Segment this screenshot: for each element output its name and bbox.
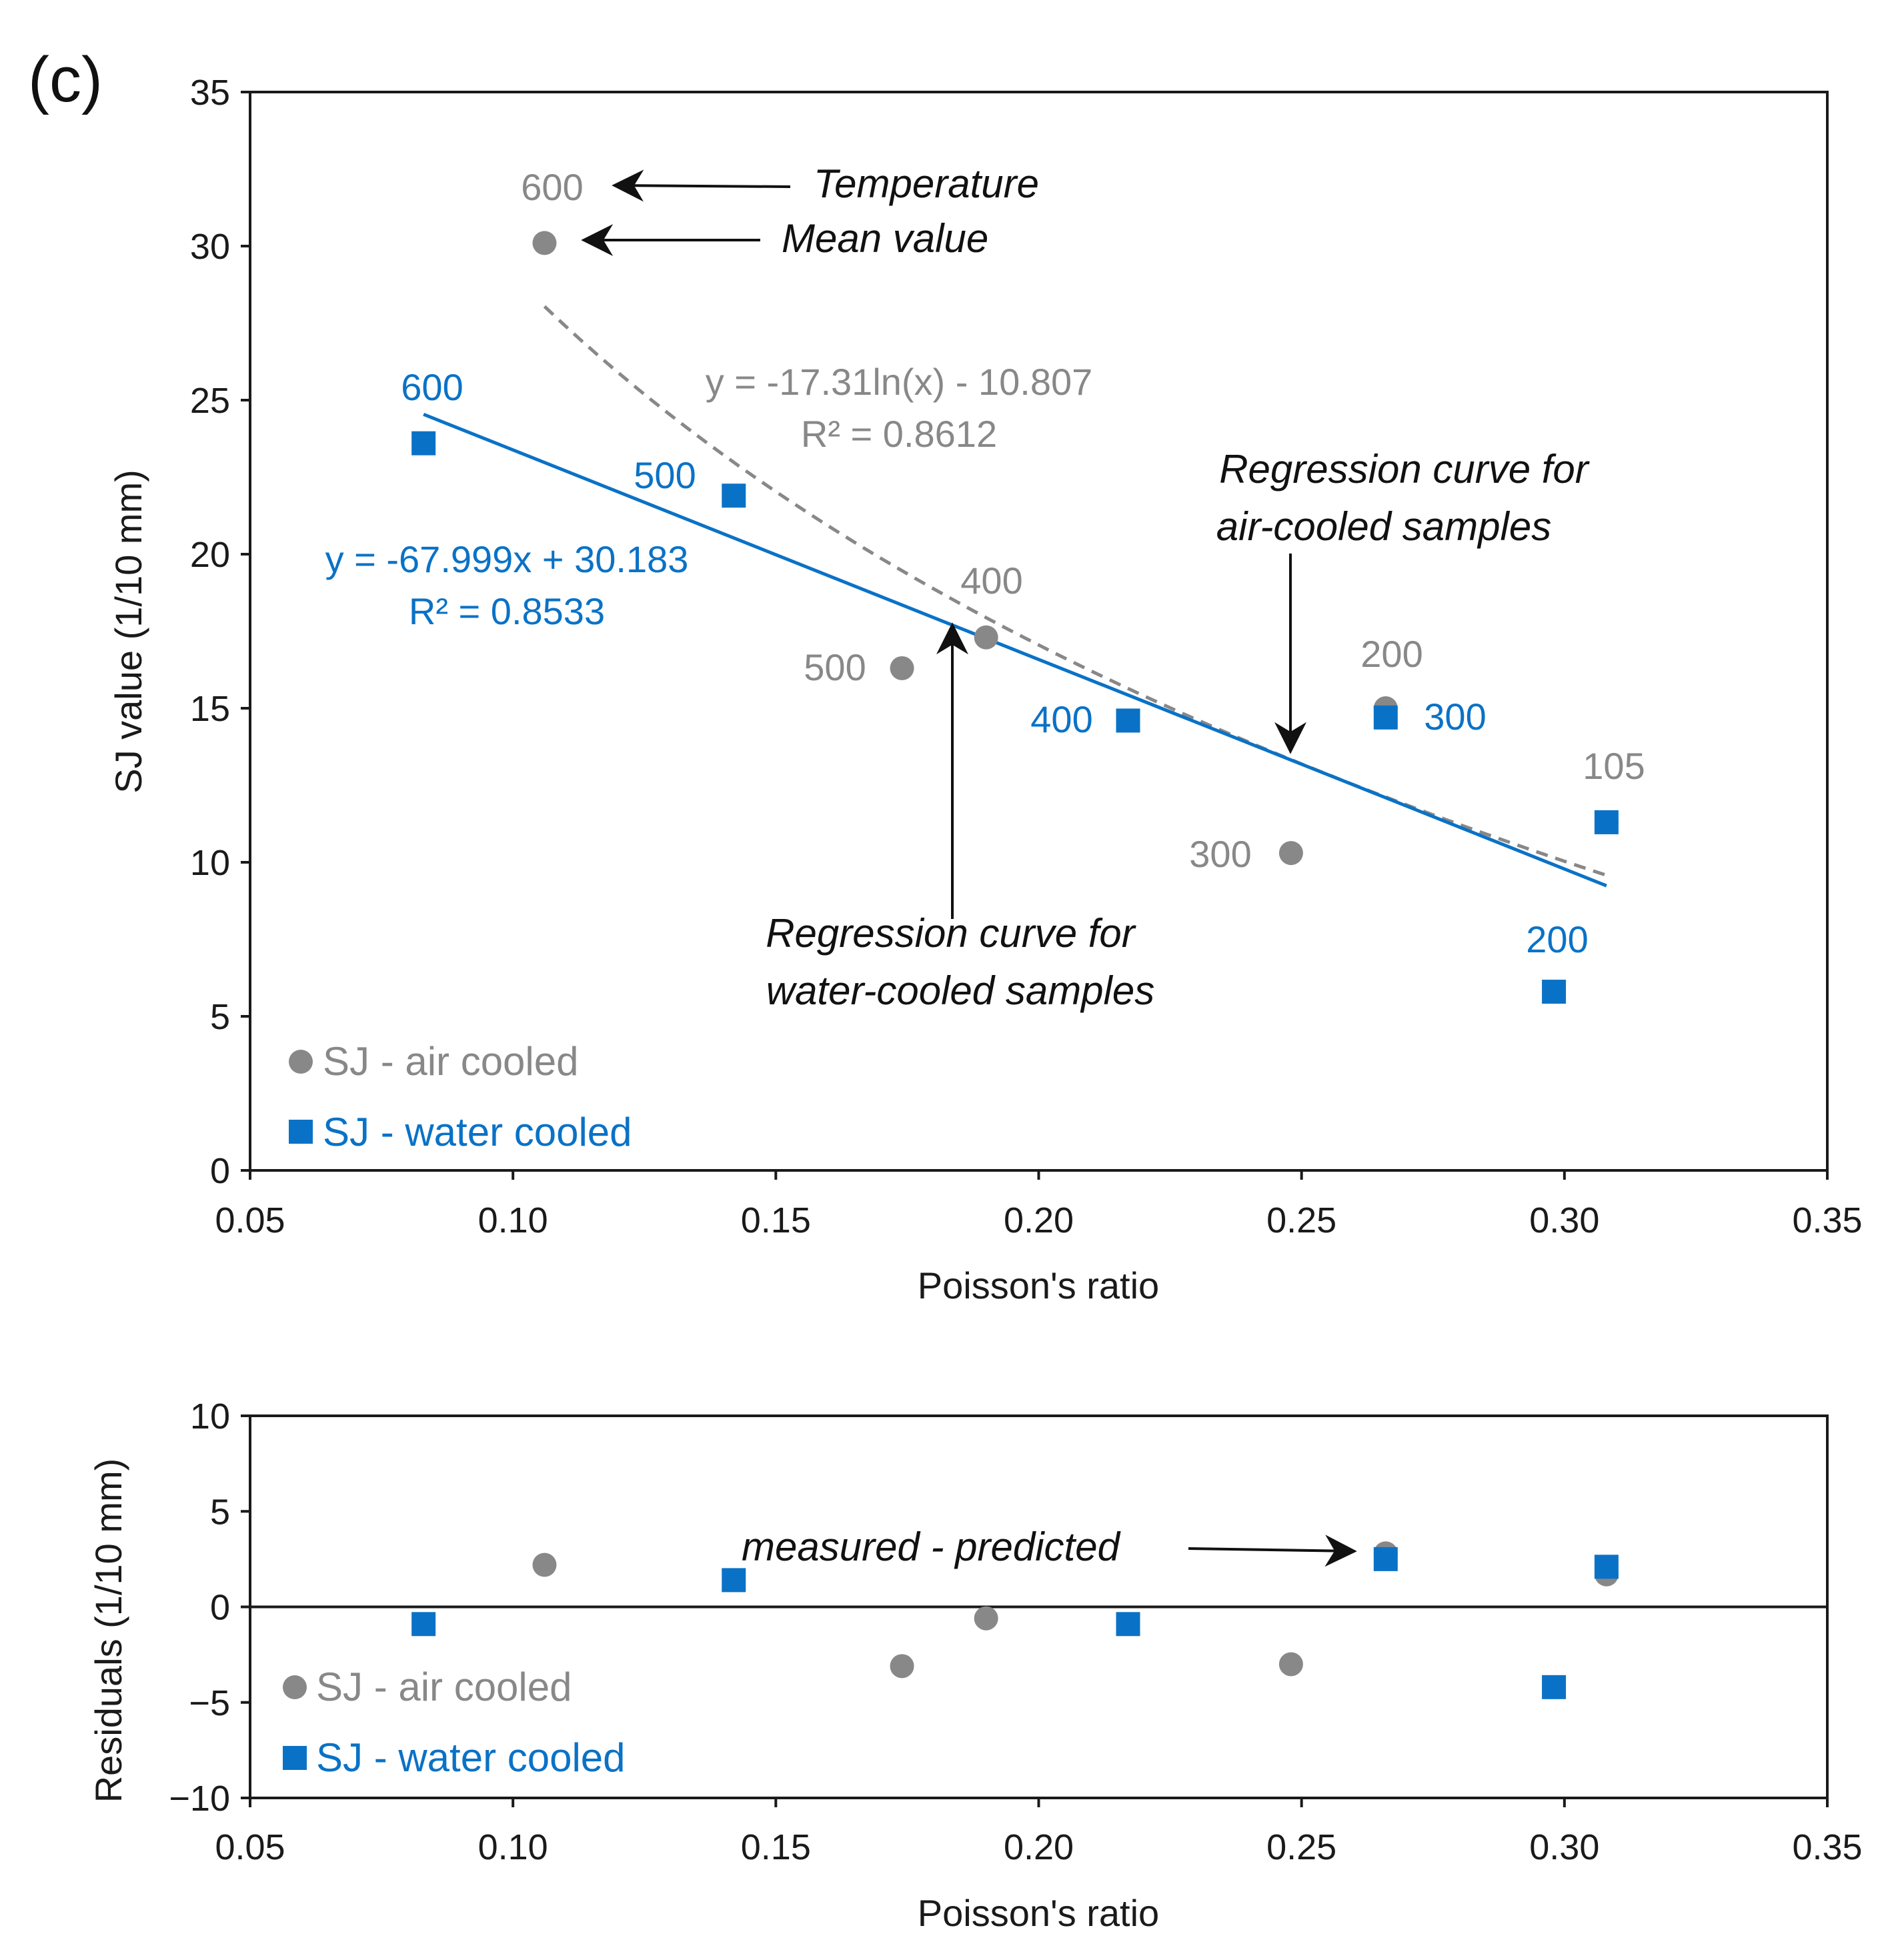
res-y-tick-label: 0 <box>210 1588 230 1628</box>
residuals-water-markers <box>411 1547 1619 1699</box>
main-air-point <box>974 625 998 650</box>
res-legend-water-marker <box>283 1746 307 1770</box>
residuals-legend: SJ - air cooled SJ - water cooled <box>283 1665 626 1780</box>
main-x-ticks: 0.05 0.10 0.15 0.20 0.25 0.30 0.35 <box>215 1170 1863 1240</box>
air-regression-r2: R² = 0.8612 <box>801 413 997 455</box>
res-water-point <box>1116 1612 1140 1637</box>
main-x-tick-label: 0.05 <box>215 1200 285 1240</box>
res-legend-water-label: SJ - water cooled <box>316 1735 626 1780</box>
res-x-tick-label: 0.20 <box>1004 1827 1074 1867</box>
res-water-point <box>722 1568 746 1593</box>
legend-water-label: SJ - water cooled <box>323 1110 632 1154</box>
res-y-tick-label: −5 <box>189 1683 230 1723</box>
res-x-tick-label: 0.10 <box>478 1827 548 1867</box>
measured-predicted-annotation: measured - predicted <box>742 1525 1121 1569</box>
air-temp-label-400: 400 <box>960 560 1022 602</box>
residuals-y-axis-title: Residuals (1/10 mm) <box>87 1458 129 1803</box>
main-water-point <box>722 483 746 508</box>
air-temp-label-600: 600 <box>521 166 583 208</box>
air-temp-label-300: 300 <box>1189 833 1251 875</box>
res-x-tick-label: 0.35 <box>1792 1827 1862 1867</box>
main-x-tick-label: 0.30 <box>1529 1200 1599 1240</box>
water-temp-label-200: 200 <box>1526 918 1588 960</box>
main-air-point <box>890 656 914 680</box>
measured-predicted-arrow <box>1188 1535 1357 1567</box>
res-x-tick-label: 0.30 <box>1529 1827 1599 1867</box>
water-regression-equation: y = -67.999x + 30.183 <box>325 538 689 580</box>
main-water-point <box>1594 810 1619 834</box>
air-temp-label-500: 500 <box>804 646 866 688</box>
main-chart: 0.05 0.10 0.15 0.20 0.25 0.30 0.35 0 5 10 15 20 25 3… <box>107 73 1863 1306</box>
air-temp-label-200: 200 <box>1360 633 1422 675</box>
res-legend-air-label: SJ - air cooled <box>316 1665 572 1709</box>
res-y-tick-label: 5 <box>210 1492 230 1532</box>
water-temp-label-400: 400 <box>1030 698 1092 740</box>
air-temp-label-105: 105 <box>1583 745 1645 787</box>
main-x-tick-label: 0.25 <box>1266 1200 1336 1240</box>
res-x-tick-label: 0.25 <box>1266 1827 1336 1867</box>
main-x-tick-label: 0.10 <box>478 1200 548 1240</box>
legend-water-marker <box>289 1120 313 1144</box>
water-curve-annotation-line2: water-cooled samples <box>766 968 1155 1013</box>
main-water-point <box>1373 705 1398 730</box>
residuals-chart: 0.05 0.10 0.15 0.20 0.25 0.30 0.35 −10 −5 0 5 10 P… <box>87 1396 1863 1934</box>
res-y-tick-label: −10 <box>169 1779 230 1819</box>
main-y-tick-label: 15 <box>190 689 230 729</box>
res-air-point <box>1278 1652 1303 1677</box>
water-temp-label-300: 300 <box>1424 696 1486 738</box>
water-temp-label-600: 600 <box>401 366 463 408</box>
main-y-axis-title: SJ value (1/10 mm) <box>107 469 149 794</box>
residuals-x-axis-title: Poisson's ratio <box>918 1892 1159 1934</box>
residuals-x-ticks: 0.05 0.10 0.15 0.20 0.25 0.30 0.35 <box>215 1798 1863 1867</box>
main-y-tick-label: 5 <box>210 997 230 1037</box>
res-water-point <box>1542 1675 1567 1699</box>
main-y-tick-label: 35 <box>190 73 230 113</box>
main-y-tick-label: 10 <box>190 843 230 883</box>
temperature-arrow <box>612 169 791 202</box>
main-y-ticks: 0 5 10 15 20 25 30 35 <box>190 73 250 1191</box>
res-x-tick-label: 0.15 <box>741 1827 811 1867</box>
main-x-tick-label: 0.35 <box>1792 1200 1862 1240</box>
main-x-tick-label: 0.20 <box>1004 1200 1074 1240</box>
main-water-markers <box>411 431 1619 1004</box>
air-curve-annotation-line1: Regression curve for <box>1219 447 1590 492</box>
water-regression-r2: R² = 0.8533 <box>409 590 605 632</box>
main-y-tick-label: 30 <box>190 227 230 267</box>
main-water-point <box>1116 708 1140 733</box>
main-water-point <box>1542 980 1567 1004</box>
residuals-y-ticks: −10 −5 0 5 10 <box>169 1396 250 1819</box>
main-y-tick-label: 25 <box>190 381 230 421</box>
res-water-point <box>411 1612 436 1637</box>
res-y-tick-label: 10 <box>190 1396 230 1436</box>
res-air-point <box>974 1606 998 1631</box>
main-y-tick-label: 20 <box>190 535 230 575</box>
legend-air-marker <box>289 1050 313 1074</box>
air-regression-equation: y = -17.31ln(x) - 10.807 <box>706 361 1093 403</box>
main-water-point <box>411 431 436 455</box>
main-x-axis-title: Poisson's ratio <box>918 1264 1159 1306</box>
res-air-point <box>890 1654 914 1679</box>
main-air-point <box>532 231 557 255</box>
mean-value-annotation: Mean value <box>782 216 988 261</box>
res-x-tick-label: 0.05 <box>215 1827 285 1867</box>
main-legend: SJ - air cooled SJ - water cooled <box>289 1039 632 1154</box>
res-legend-air-marker <box>283 1675 307 1699</box>
main-x-tick-label: 0.15 <box>741 1200 811 1240</box>
legend-air-label: SJ - air cooled <box>323 1039 579 1084</box>
water-regression-line <box>423 412 1607 888</box>
res-water-point <box>1373 1547 1398 1571</box>
res-air-point <box>532 1553 557 1577</box>
panel-label: (c) <box>28 44 103 115</box>
temperature-annotation: Temperature <box>814 161 1039 206</box>
main-air-point <box>1278 841 1303 866</box>
water-temp-label-500: 500 <box>634 454 696 496</box>
air-curve-annotation-line2: air-cooled samples <box>1216 504 1551 549</box>
res-water-point <box>1594 1555 1619 1579</box>
main-y-tick-label: 0 <box>210 1151 230 1191</box>
